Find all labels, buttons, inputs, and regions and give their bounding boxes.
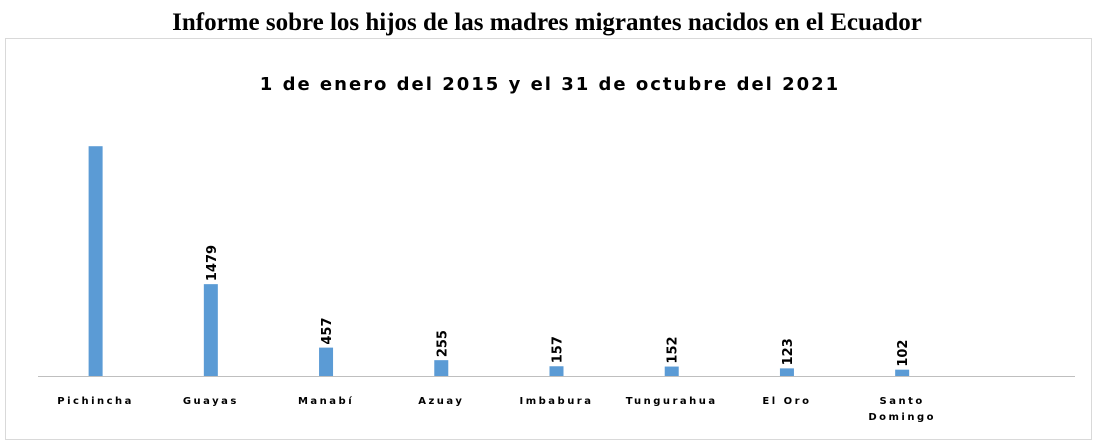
chart-frame [5, 38, 1092, 440]
bar [319, 347, 334, 376]
bar [895, 369, 910, 376]
bar [88, 146, 103, 376]
bar [664, 366, 679, 376]
bar [203, 284, 218, 376]
data-label: 157 [551, 336, 566, 363]
x-tick-label: Imbabura [519, 396, 593, 407]
x-tick-label: Manabí [298, 395, 354, 407]
data-label: 255 [435, 330, 450, 357]
bar [549, 366, 564, 376]
bar [434, 360, 449, 376]
data-label: 123 [781, 338, 796, 365]
bar [779, 368, 794, 376]
x-tick-label: Azuay [418, 396, 464, 407]
x-tick-label: Tungurahua [626, 396, 718, 407]
data-label: 457 [320, 317, 335, 344]
x-tick-label: El Oro [762, 396, 811, 407]
data-label: 152 [666, 336, 681, 363]
chart-title: Informe sobre los hijos de las madres mi… [172, 9, 922, 36]
data-label: 102 [896, 340, 911, 367]
x-tick-label: Santo Domingo [868, 396, 936, 423]
x-tick-label: Guayas [183, 396, 239, 407]
chart-subtitle: 1 de enero del 2015 y el 31 de octubre d… [260, 74, 840, 95]
data-label: 1479 [205, 245, 220, 281]
x-tick-label: Pichincha [57, 396, 134, 407]
